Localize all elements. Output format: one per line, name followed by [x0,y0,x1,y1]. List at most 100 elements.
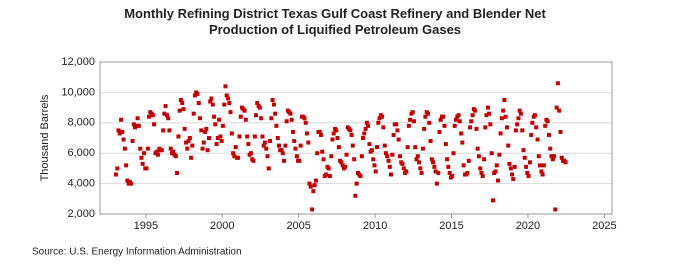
point [228,110,233,115]
point [293,146,298,151]
point [460,140,465,145]
point [480,174,485,178]
point [204,126,209,131]
point [525,170,530,175]
point [220,123,225,128]
point [385,154,390,159]
point [334,128,339,133]
point [400,161,405,166]
point [498,131,503,136]
point [236,155,241,160]
point [306,140,311,145]
point [358,174,363,178]
point [122,146,127,151]
point [251,158,256,163]
point [166,116,171,121]
point [264,146,269,151]
point [516,116,521,121]
point [490,198,495,203]
point [173,154,178,159]
point [468,125,473,130]
point [367,142,372,147]
point [545,119,550,124]
point [259,116,264,121]
point [261,143,266,148]
point [543,123,548,128]
point [485,105,490,110]
point [298,143,303,148]
point [431,160,436,165]
point [466,158,471,163]
point [212,114,217,119]
point [540,172,545,177]
point [115,166,120,171]
point [223,84,228,89]
point [394,122,399,127]
point [434,181,439,186]
point [271,102,276,107]
point [196,101,201,106]
x-tick-label: 2000 [210,220,234,232]
point [255,101,260,106]
point [275,136,280,140]
point [167,128,172,133]
point [140,161,145,166]
point [548,146,553,151]
point [209,96,214,101]
point [443,142,448,147]
point [313,178,318,183]
point [478,166,483,171]
point [459,131,464,136]
point [276,143,281,148]
point [554,105,559,110]
point [453,117,458,122]
point [191,111,196,116]
point [249,151,254,156]
point [163,104,168,109]
point [461,163,466,168]
point [125,178,130,183]
point [201,140,206,145]
point [398,154,403,159]
point [159,148,164,153]
point [359,154,364,159]
point [284,119,289,124]
point [152,122,157,127]
point [161,128,166,133]
point [203,129,208,134]
point [405,145,410,150]
point [375,145,380,150]
point [124,163,129,168]
point [529,132,534,137]
point [363,126,368,131]
point [388,172,393,177]
point [180,101,185,106]
point [311,189,316,194]
point [438,117,443,122]
point [171,149,176,154]
point [456,113,461,118]
point [501,108,506,113]
point [232,154,237,159]
point [304,131,309,136]
point [208,99,213,104]
x-tick-label: 2025 [592,220,616,232]
point [495,178,500,183]
point [499,116,504,121]
point [390,152,395,157]
point [131,122,136,127]
point [222,102,227,107]
point [210,102,215,107]
point [415,154,420,159]
point [315,151,320,156]
point [224,93,229,98]
point [192,93,197,98]
point [420,146,425,151]
point [227,101,232,106]
point [508,166,513,171]
point [538,163,543,168]
point [344,152,349,157]
point [280,151,285,156]
point [428,139,433,144]
